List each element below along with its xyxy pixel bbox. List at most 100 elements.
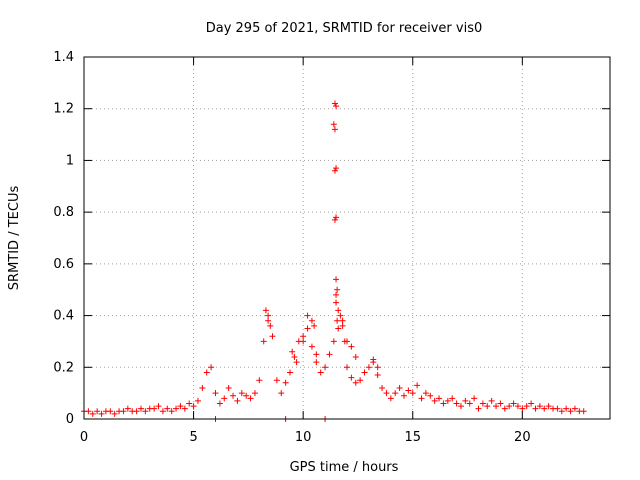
data-point — [120, 408, 127, 415]
data-point — [225, 384, 232, 391]
data-point — [436, 395, 443, 402]
y-tick-label: 0.6 — [53, 257, 74, 272]
data-point — [563, 405, 570, 412]
data-point — [330, 121, 337, 128]
data-point — [256, 377, 263, 384]
data-point — [203, 369, 210, 376]
data-point — [177, 403, 184, 410]
y-axis-label: SRMTID / TECUs — [7, 186, 22, 291]
data-point — [567, 408, 574, 415]
data-point — [331, 216, 338, 223]
data-point — [331, 167, 338, 174]
x-tick-label: 20 — [514, 430, 531, 445]
data-point — [262, 307, 269, 314]
data-point — [322, 364, 329, 371]
data-point — [289, 348, 296, 355]
data-point — [532, 405, 539, 412]
data-point — [333, 165, 340, 172]
data-point — [208, 364, 215, 371]
data-point — [331, 100, 338, 107]
data-point — [519, 405, 526, 412]
data-point — [383, 390, 390, 397]
data-point — [313, 351, 320, 358]
data-point — [313, 359, 320, 366]
data-point — [300, 333, 307, 340]
data-point — [330, 338, 337, 345]
data-point — [335, 325, 342, 332]
data-point — [111, 410, 118, 417]
y-tick-label: 0.4 — [53, 309, 74, 324]
data-point — [333, 291, 340, 298]
data-point — [337, 312, 344, 319]
y-tick-label: 1.4 — [53, 50, 74, 65]
data-point — [186, 400, 193, 407]
data-point — [107, 408, 114, 415]
data-point — [493, 403, 500, 410]
data-point — [528, 400, 535, 407]
data-point — [571, 405, 578, 412]
plot-frame — [83, 56, 611, 420]
data-point — [545, 403, 552, 410]
data-point — [462, 397, 469, 404]
data-point — [133, 408, 140, 415]
data-point — [308, 343, 315, 350]
data-point — [348, 343, 355, 350]
data-point — [405, 387, 412, 394]
data-point — [300, 338, 307, 345]
data-point — [265, 312, 272, 319]
data-point — [466, 400, 473, 407]
data-point — [379, 384, 386, 391]
data-point — [427, 392, 434, 399]
data-point — [352, 353, 359, 360]
x-tick-label: 5 — [189, 430, 197, 445]
grid-lines — [84, 57, 610, 419]
data-point — [339, 317, 346, 324]
data-point — [251, 390, 258, 397]
data-point — [497, 400, 504, 407]
data-point — [159, 408, 166, 415]
x-axis-label: GPS time / hours — [290, 460, 399, 475]
data-point — [506, 403, 513, 410]
data-point — [221, 395, 228, 402]
y-tick-label: 0.8 — [53, 205, 74, 220]
data-point — [365, 364, 372, 371]
data-point — [453, 400, 460, 407]
data-point — [247, 395, 254, 402]
data-point — [344, 364, 350, 371]
data-point — [414, 382, 421, 389]
data-point — [142, 408, 149, 415]
data-point — [124, 405, 131, 412]
data-point — [344, 338, 350, 345]
data-point — [173, 405, 180, 412]
y-tick-label: 1.2 — [53, 102, 74, 117]
data-point — [484, 403, 491, 410]
data-point — [457, 403, 464, 410]
data-point — [230, 392, 237, 399]
data-point — [335, 307, 342, 314]
x-tick-label: 0 — [80, 430, 88, 445]
data-point — [514, 403, 521, 410]
data-point — [475, 405, 482, 412]
data-point — [199, 384, 206, 391]
data-point — [536, 403, 543, 410]
data-points — [81, 100, 587, 422]
data-point — [243, 392, 250, 399]
data-point — [238, 390, 245, 397]
data-point — [194, 397, 201, 404]
data-point — [98, 410, 105, 417]
data-point — [510, 400, 517, 407]
data-point — [333, 214, 340, 221]
data-point — [265, 317, 272, 324]
data-point — [304, 325, 311, 332]
data-point — [440, 400, 447, 407]
data-point — [333, 103, 340, 110]
data-point — [479, 400, 486, 407]
data-point — [501, 405, 508, 412]
data-point — [333, 276, 340, 283]
data-point — [580, 408, 587, 415]
data-point — [317, 369, 324, 376]
data-point — [334, 317, 341, 324]
data-point — [370, 359, 377, 366]
data-point — [181, 405, 188, 412]
data-point — [409, 390, 416, 397]
